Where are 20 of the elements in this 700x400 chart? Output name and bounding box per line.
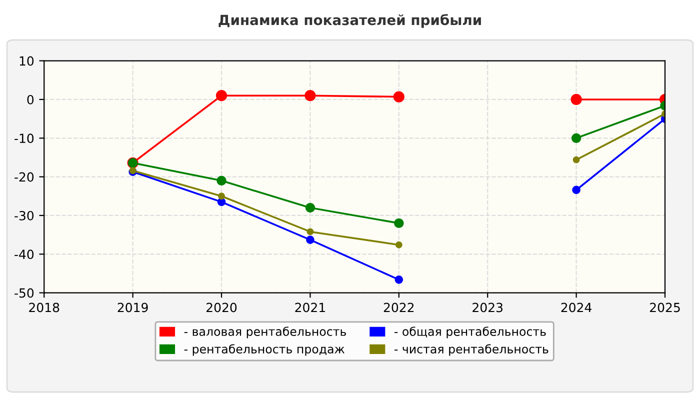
x-tick-label: 2022 [384, 302, 414, 312]
x-tick-label: 2025 [650, 302, 680, 312]
y-tick-label: 0 [27, 94, 34, 104]
legend-label: - рентабельность продаж [184, 344, 345, 356]
legend-label: - общая рентабельность [394, 326, 546, 338]
x-tick-label: 2020 [206, 302, 237, 312]
y-tick-label: 10 [20, 56, 34, 66]
x-tick-label: 2018 [29, 302, 60, 312]
legend-label: - чистая рентабельность [394, 344, 548, 356]
y-tick-label: -40 [14, 250, 34, 260]
chart-title: Динамика показателей прибыли [218, 14, 481, 28]
x-tick-label: 2023 [472, 302, 503, 312]
y-tick-label: -20 [14, 172, 34, 182]
x-tick-label: 2021 [295, 302, 325, 312]
x-tick-label: 2019 [118, 302, 148, 312]
legend-label: - валовая рентабельность [184, 326, 346, 338]
y-tick-label: -10 [14, 134, 34, 144]
y-tick-label: -30 [14, 210, 34, 220]
x-tick-label: 2024 [561, 302, 592, 312]
y-tick-label: -50 [14, 288, 34, 298]
